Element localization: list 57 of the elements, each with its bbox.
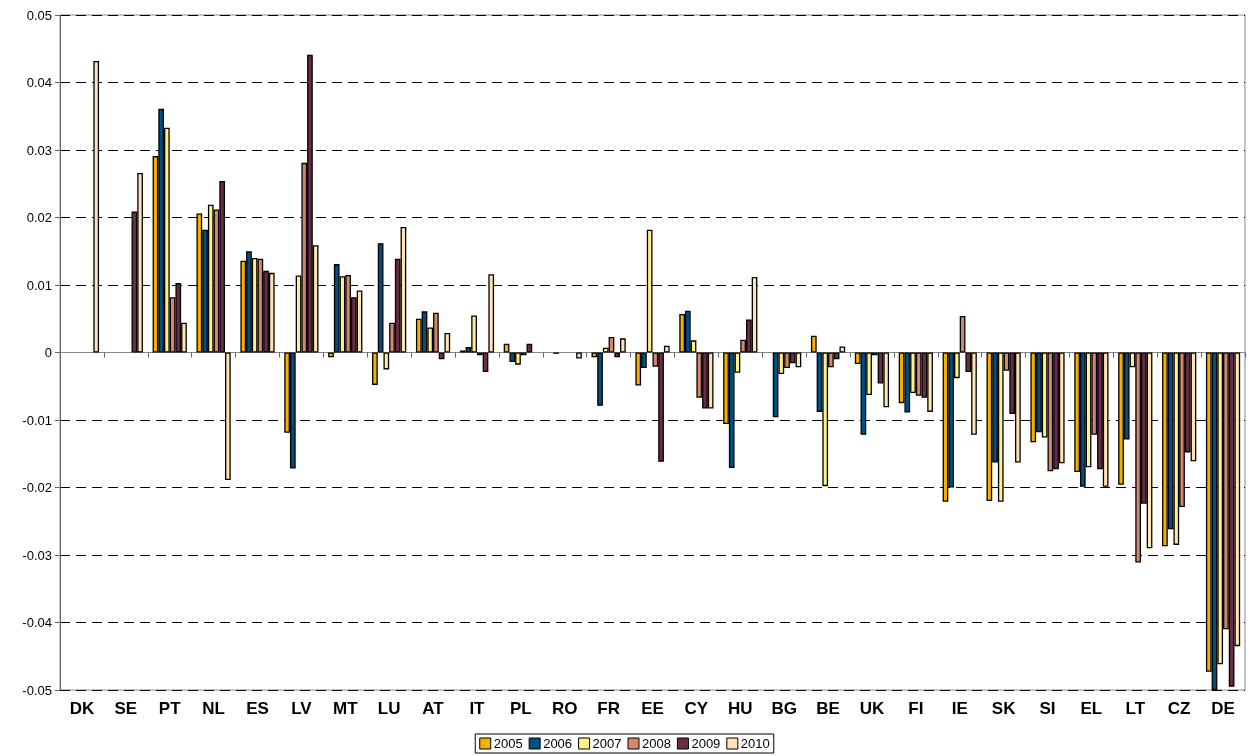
x-tick-label: DE <box>1211 699 1235 718</box>
x-tick-label: LV <box>291 699 313 718</box>
legend-label: 2005 <box>493 736 523 751</box>
y-tick-label: -0.04 <box>22 615 52 630</box>
bar <box>620 338 626 353</box>
bar <box>328 352 334 358</box>
x-tick-label: UK <box>859 699 885 718</box>
legend-label: 2006 <box>543 736 573 751</box>
x-tick-label: FI <box>908 699 924 718</box>
legend-label: 2009 <box>691 736 721 751</box>
x-tick-label: PL <box>509 699 532 718</box>
x-tick-label: RO <box>551 699 578 718</box>
y-tick-label: 0.03 <box>26 142 52 158</box>
x-tick-label: IT <box>469 699 486 718</box>
bar <box>526 343 533 353</box>
bar <box>959 316 966 353</box>
y-tick-label: -0.01 <box>22 412 52 428</box>
y-tick-label: -0.02 <box>22 480 52 495</box>
x-tick-label: NL <box>202 699 225 718</box>
y-tick-label: 0.02 <box>26 210 52 225</box>
y-tick-label: -0.05 <box>22 682 52 698</box>
legend-label: 2008 <box>642 736 671 751</box>
x-tick-label: BE <box>816 699 840 718</box>
x-tick-label: HU <box>728 699 753 718</box>
x-tick-label: SI <box>1039 699 1056 718</box>
legend-label: 2007 <box>592 736 622 751</box>
bar <box>839 346 846 353</box>
x-tick-label: LT <box>1125 699 1146 718</box>
x-tick-label: LU <box>377 699 401 718</box>
x-tick-label: SE <box>114 699 138 718</box>
y-tick-label: 0.05 <box>26 7 52 23</box>
bar <box>372 352 378 385</box>
y-tick-label: -0.03 <box>22 547 52 563</box>
bar <box>383 352 390 370</box>
x-tick-label: SK <box>991 699 1017 718</box>
x-tick-label: IE <box>951 699 968 718</box>
y-tick-label: 0.04 <box>26 75 52 90</box>
legend-label: 2010 <box>740 736 770 751</box>
x-tick-label: CY <box>684 699 709 718</box>
bar <box>503 343 510 353</box>
x-tick-label: BG <box>771 699 797 718</box>
x-tick-label: FR <box>597 699 620 718</box>
x-tick-label: CZ <box>1167 699 1191 718</box>
y-tick-label: 0 <box>44 345 52 360</box>
bar <box>444 332 451 353</box>
bar <box>663 345 670 353</box>
bar <box>576 352 582 359</box>
bar <box>810 335 817 353</box>
x-tick-label: EL <box>1080 699 1103 718</box>
x-tick-label: ES <box>246 699 269 718</box>
x-tick-label: DK <box>69 699 95 718</box>
x-tick-label: MT <box>333 699 359 718</box>
bar <box>614 352 621 358</box>
y-tick-label: 0.01 <box>26 277 52 293</box>
x-tick-label: PT <box>158 699 182 718</box>
x-tick-label: AT <box>422 699 445 718</box>
x-tick-label: EE <box>641 699 664 718</box>
